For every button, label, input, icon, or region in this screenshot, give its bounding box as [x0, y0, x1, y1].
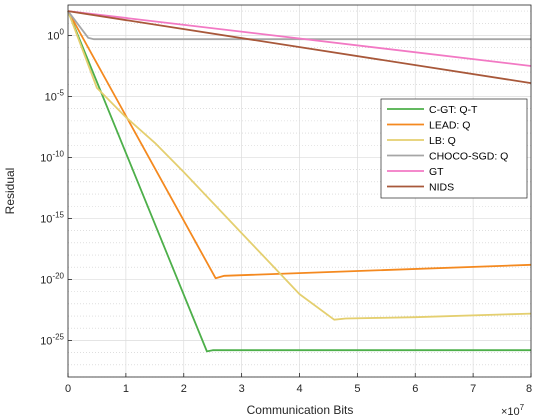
series-line — [67, 10, 532, 280]
x-tick-label: 0 — [65, 383, 71, 395]
y-tick-exp: -15 — [52, 210, 64, 219]
y-tick-base: 10 — [47, 30, 59, 42]
y-tick-base: 10 — [40, 335, 52, 347]
legend-label: NIDS — [429, 182, 454, 194]
x-tick-label: 3 — [239, 383, 245, 395]
y-axis-label: Residual — [3, 168, 17, 215]
y-tick-base: 10 — [40, 213, 52, 225]
y-tick-exp: -5 — [57, 88, 65, 97]
x-tick-label: 2 — [181, 383, 187, 395]
y-tick-label: 100 — [47, 27, 64, 42]
x-axis-ticks: 0 1 2 3 4 5 6 7 8 — [65, 373, 532, 395]
y-tick-base: 10 — [45, 91, 57, 103]
series-line — [67, 10, 532, 84]
legend-label: LEAD: Q — [429, 120, 470, 132]
x-multiplier-base: ×10 — [501, 406, 520, 418]
x-tick-label: 6 — [412, 383, 418, 395]
x-multiplier: ×107 — [501, 403, 525, 418]
x-tick-label: 7 — [470, 383, 476, 395]
legend-label: LB: Q — [429, 135, 456, 147]
y-tick-exp: 0 — [60, 27, 65, 36]
legend-label: C-GT: Q-T — [429, 104, 478, 116]
y-tick-label: 10-5 — [45, 88, 65, 103]
legend-label: CHOCO-SGD: Q — [429, 151, 508, 163]
major-grid — [67, 5, 532, 377]
x-axis-label: Communication Bits — [247, 403, 354, 417]
legend-label: GT — [429, 166, 444, 178]
y-tick-label: 10-15 — [40, 210, 64, 225]
series-line — [67, 10, 531, 353]
y-tick-label: 10-10 — [40, 149, 64, 164]
x-tick-label: 5 — [354, 383, 360, 395]
series-line — [67, 10, 532, 67]
y-tick-base: 10 — [40, 152, 52, 164]
y-tick-label: 10-25 — [40, 332, 64, 347]
x-tick-label: 8 — [526, 383, 532, 395]
x-multiplier-exp: 7 — [520, 403, 525, 412]
x-tick-label: 1 — [123, 383, 129, 395]
series-line — [67, 10, 532, 321]
x-tick-label: 4 — [296, 383, 302, 395]
legend: C-GT: Q-T LEAD: Q LB: Q CHOCO-SGD: Q GT NIDS — [380, 98, 528, 199]
y-tick-base: 10 — [40, 274, 52, 286]
y-tick-exp: -25 — [52, 332, 64, 341]
y-tick-exp: -20 — [52, 271, 64, 280]
series-layer — [67, 10, 532, 353]
y-tick-exp: -10 — [52, 149, 64, 158]
y-tick-label: 10-20 — [40, 271, 64, 286]
legend-box — [380, 98, 528, 199]
